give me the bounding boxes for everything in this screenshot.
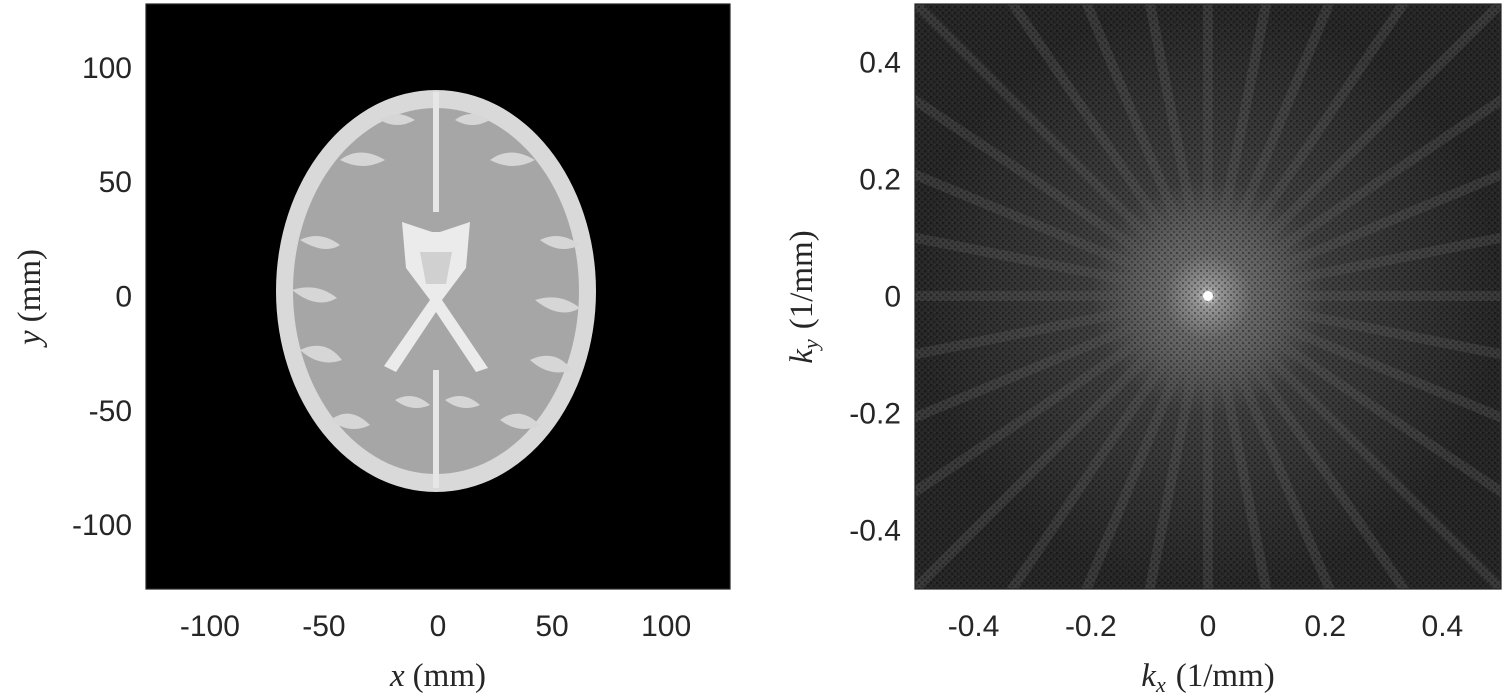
y-tick-label: -100 — [72, 509, 132, 542]
brain-x-axis-label: x (mm) — [389, 658, 486, 694]
k-space-x-axis-label: kx (1/mm) — [1141, 658, 1274, 697]
y-tick-label: -0.2 — [849, 398, 901, 431]
y-tick-label: -0.4 — [849, 515, 901, 548]
x-tick-label: -100 — [180, 610, 240, 643]
x-tick-label: 0 — [1200, 610, 1217, 643]
brain-ventricles-inner — [420, 252, 452, 284]
brain-y-tick-labels: 100 50 0 -50 -100 — [72, 52, 132, 542]
x-tick-label: 0.4 — [1422, 610, 1464, 643]
y-tick-label: 0 — [884, 281, 901, 314]
k-space-y-tick-labels: 0.4 0.2 0 -0.2 -0.4 — [849, 47, 901, 548]
brain-midline-back — [433, 370, 439, 488]
k-space-image — [915, 4, 1501, 589]
brain-ventricles — [384, 222, 488, 372]
y-tick-label: 100 — [82, 52, 132, 85]
brain-axes-frame — [145, 3, 731, 590]
k-space-axes: -0.4 -0.2 0 0.2 0.4 0.4 0.2 0 -0.2 -0.4 kx (1/mm)… — [784, 3, 1502, 697]
y-tick-label: 0 — [115, 281, 132, 314]
k-space-center-peak — [1203, 291, 1213, 301]
x-tick-label: 100 — [641, 610, 691, 643]
x-tick-label: 0.2 — [1304, 610, 1346, 643]
x-tick-label: 50 — [535, 610, 568, 643]
brain-y-axis-label: y(mm) — [12, 249, 48, 348]
x-tick-label: -0.4 — [948, 610, 1000, 643]
brain-gyri — [292, 114, 580, 429]
y-tick-label: 50 — [99, 166, 132, 199]
k-space-axes-frame — [914, 3, 1502, 590]
y-tick-label: 0.4 — [859, 47, 901, 80]
x-tick-label: 0 — [430, 610, 447, 643]
brain-image — [276, 90, 596, 492]
k-space-y-axis-label: ky(1/mm) — [784, 230, 823, 363]
k-space-x-tick-labels: -0.4 -0.2 0 0.2 0.4 — [948, 610, 1464, 643]
brain-x-tick-labels: -100 -50 0 50 100 — [180, 610, 691, 643]
y-tick-label: -50 — [89, 395, 132, 428]
brain-midline-front — [433, 92, 439, 212]
x-tick-label: -50 — [302, 610, 345, 643]
brain-image-axes: -100 -50 0 50 100 100 50 0 -50 -100 x (mm) y(mm) — [12, 3, 731, 694]
y-tick-label: 0.2 — [859, 164, 901, 197]
x-tick-label: -0.2 — [1065, 610, 1117, 643]
